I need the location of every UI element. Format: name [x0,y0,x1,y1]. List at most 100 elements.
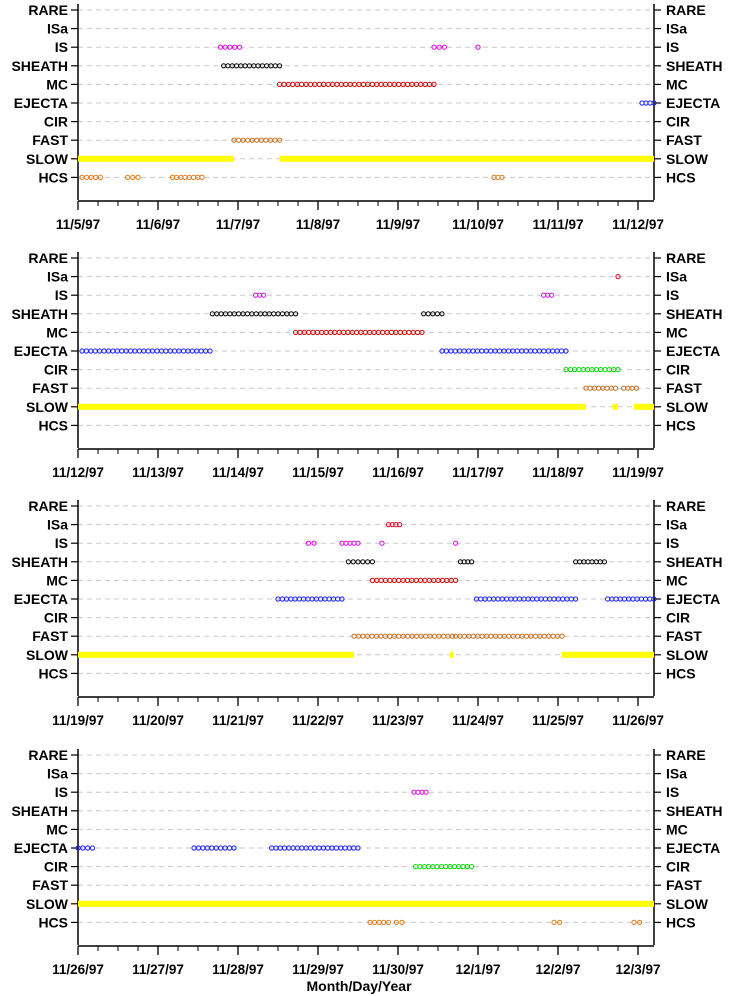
x-tick-label: 11/17/97 [452,465,504,480]
y-label-left-cir: CIR [44,362,68,378]
series-mark-is [253,292,267,298]
series-mark-hcs [367,919,391,926]
y-label-left-slow: SLOW [26,647,69,663]
x-tick-label: 11/28/97 [212,962,264,977]
data-point [360,559,366,565]
data-point [559,633,565,639]
data-point [261,292,267,298]
y-label-left-mc: MC [46,821,68,837]
data-point [311,540,317,546]
y-label-right-ejecta: EJECTA [666,343,720,359]
data-point [397,522,403,528]
series-mark-slow [78,403,586,410]
y-label-right-ejecta: EJECTA [666,95,720,111]
series-mark-fast [583,385,619,391]
y-label-right-fast: FAST [666,132,702,148]
x-tick-label: 11/13/97 [132,465,184,480]
data-point [222,44,228,50]
data-point [399,919,405,926]
data-point [577,559,583,565]
y-label-right-cir: CIR [666,114,690,130]
y-label-left-isa: ISa [47,517,68,533]
y-label-right-rare: RARE [666,498,706,514]
series-mark-ejecta [275,596,345,602]
y-label-right-isa: ISa [666,766,687,782]
data-point [379,540,385,546]
data-point [523,348,529,354]
data-point [651,596,657,602]
x-tick-label: 11/12/97 [52,465,104,480]
chart-panel-3: RARE RARE ISa ISa IS IS SHEATH SHEATH MC MC EJECTA… [11,498,722,728]
data-point [253,311,259,317]
series-mark-slow [78,155,234,162]
y-label-right-rare: RARE [666,2,706,18]
data-point [136,348,142,354]
series-mark-is [453,540,459,546]
data-point [125,174,131,180]
y-label-right-cir: CIR [666,859,690,875]
data-point [388,329,395,335]
y-label-left-fast: FAST [32,628,68,644]
series-mark-is [379,540,385,546]
data-point [85,845,91,851]
series-mark-fast [231,137,283,143]
data-point [615,367,621,373]
data-point [557,919,563,926]
data-point [80,845,86,851]
data-point [415,329,421,335]
y-label-right-rare: RARE [666,747,706,763]
x-tick-label: 11/16/97 [372,465,424,480]
data-point [237,44,243,50]
data-point [199,174,205,180]
y-label-left-mc: MC [46,572,68,588]
data-point [154,348,160,354]
data-point [441,44,447,50]
data-point [334,81,340,88]
x-tick-label: 11/30/97 [372,962,424,977]
data-point [180,348,187,354]
y-label-left-mc: MC [46,76,68,92]
data-point [339,596,345,602]
y-label-left-sheath: SHEATH [11,306,68,322]
series-mark-isa [615,274,621,280]
y-label-left-slow: SLOW [26,399,69,415]
y-label-right-isa: ISa [666,517,687,533]
data-point [453,540,459,546]
series-mark-mc [369,577,459,584]
series-mark-hcs [125,174,141,180]
slow-bar [78,900,654,907]
slow-bar [78,155,234,162]
chart-panels: RARE RARE ISa ISa IS IS SHEATH SHEATH MC MC EJECTA… [11,2,722,977]
x-tick-label: 11/7/97 [216,217,260,232]
data-point [621,596,628,602]
series-mark-cir [563,367,621,373]
data-point [345,559,351,565]
y-label-right-hcs: HCS [666,665,696,681]
data-point [277,63,283,69]
series-mark-isa [385,522,403,528]
y-label-left-sheath: SHEATH [11,58,68,74]
x-tick-label: 11/19/97 [612,465,664,480]
y-label-left-hcs: HCS [38,417,68,433]
series-mark-ejecta [439,348,569,354]
x-tick-label: 12/2/97 [535,962,580,977]
series-mark-ejecta [79,348,213,354]
y-label-left-fast: FAST [32,877,68,893]
series-mark-slow [450,651,453,658]
data-point [551,919,557,926]
data-point [172,348,178,354]
y-label-left-rare: RARE [28,747,68,763]
data-point [601,559,608,565]
y-label-left-ejecta: EJECTA [14,343,68,359]
data-point [351,81,358,88]
y-label-right-rare: RARE [666,250,706,266]
data-point [431,44,437,50]
series-mark-sheath [221,63,283,69]
y-label-right-is: IS [666,39,679,55]
data-point [613,596,619,602]
slow-bar [634,403,654,410]
y-label-right-fast: FAST [666,877,702,893]
series-mark-is [541,292,555,298]
y-label-left-hcs: HCS [38,914,68,930]
y-label-left-isa: ISa [47,21,68,37]
